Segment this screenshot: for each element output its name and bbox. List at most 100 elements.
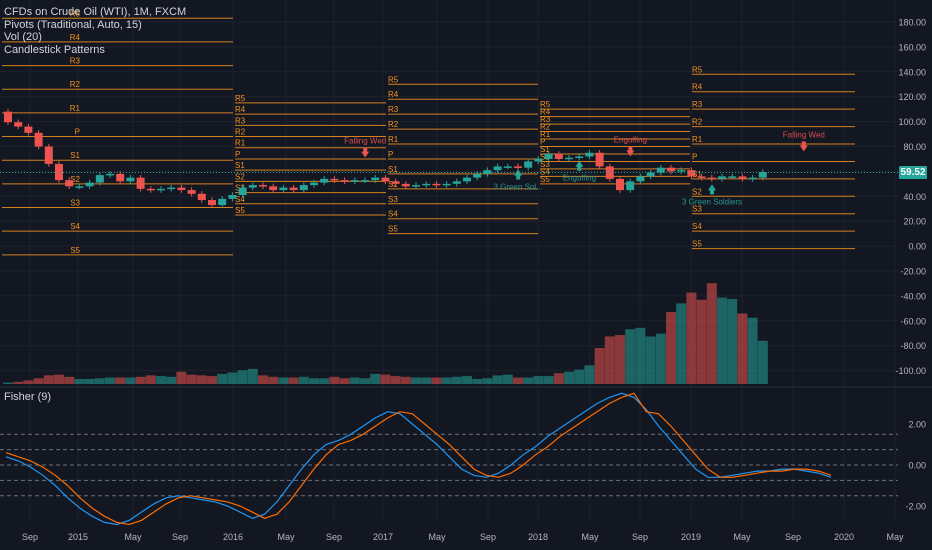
candle-body[interactable] [238,187,247,196]
candle-body[interactable] [442,183,451,186]
volume-bar [604,336,615,384]
time-tick-label: Sep [632,532,648,542]
volume-indicator-label[interactable]: Vol (20) [4,31,42,43]
candle-body[interactable] [106,173,114,176]
volume-bar [676,303,687,384]
candle-body[interactable] [167,187,176,190]
candle-body[interactable] [381,177,390,182]
pivot-label-s4: S4 [692,222,702,231]
candle-body[interactable] [136,177,145,189]
candle-body[interactable] [544,153,553,159]
fisher-indicator[interactable] [0,392,898,526]
candle-body[interactable] [514,166,522,168]
candle-body[interactable] [728,176,737,178]
candle-body[interactable] [697,176,706,178]
candle-body[interactable] [616,178,624,191]
candle-body[interactable] [146,188,155,191]
candle-body[interactable] [187,190,196,194]
pivot-label-s2: S2 [70,175,80,184]
candle-body[interactable] [401,183,410,187]
candle-body[interactable] [177,187,186,191]
candlesticks[interactable] [4,108,767,208]
candle-body[interactable] [44,146,53,164]
candle-body[interactable] [687,170,696,177]
candle-body[interactable] [126,177,135,182]
candle-body[interactable] [534,158,543,162]
candle-body[interactable] [585,152,594,157]
candle-body[interactable] [340,180,349,182]
candle-body[interactable] [350,180,359,182]
candle-body[interactable] [310,182,318,186]
candle-body[interactable] [718,176,726,179]
candlestick-patterns-label[interactable]: Candlestick Patterns [4,43,105,56]
candle-body[interactable] [565,157,573,160]
candle-body[interactable] [412,185,420,187]
candle-body[interactable] [361,180,369,182]
candle-body[interactable] [34,132,43,147]
candle-body[interactable] [493,166,502,171]
price-tick-label: -60.00 [900,316,926,326]
candle-body[interactable] [554,153,563,159]
candle-body[interactable] [432,183,441,186]
candle-body[interactable] [707,177,716,180]
candle-body[interactable] [503,166,512,168]
candle-body[interactable] [95,175,104,183]
candle-body[interactable] [269,186,278,191]
candle-body[interactable] [14,122,23,127]
candle-body[interactable] [626,181,635,191]
candle-body[interactable] [371,177,380,181]
candle-body[interactable] [65,180,74,187]
trigger-line[interactable] [5,392,832,526]
candle-body[interactable] [636,176,645,182]
candle-body[interactable] [208,200,216,206]
candle-body[interactable] [289,187,298,191]
candle-body[interactable] [575,156,584,158]
candle-body[interactable] [422,183,431,186]
candle-body[interactable] [483,170,492,174]
candle-body[interactable] [228,195,237,199]
candle-body[interactable] [218,198,227,206]
candle-body[interactable] [299,185,308,191]
candle-body[interactable] [157,188,165,191]
candle-body[interactable] [667,167,675,172]
time-tick-label: Sep [22,532,38,542]
candle-body[interactable] [197,193,206,201]
candle-body[interactable] [391,181,400,184]
candle-body[interactable] [320,178,329,183]
candle-body[interactable] [259,185,267,187]
candle-body[interactable] [463,177,471,182]
candle-body[interactable] [656,167,665,173]
candle-body[interactable] [4,111,12,123]
volume-bar [23,380,34,384]
pivot-label-s2: S2 [235,172,245,181]
candle-body[interactable] [677,170,686,172]
candle-body[interactable] [116,173,125,182]
candle-body[interactable] [55,163,63,181]
volume-bar [441,377,452,384]
pivots-indicator-label[interactable]: Pivots (Traditional, Auto, 15) [4,18,142,31]
symbol-title[interactable]: CFDs on Crude Oil (WTI), 1M, FXCM [4,6,187,18]
candle-body[interactable] [85,182,94,187]
candle-body[interactable] [24,126,33,133]
candle-body[interactable] [738,176,747,179]
pivot-label-r3: R3 [235,116,246,125]
down-arrow-icon [626,146,635,157]
candle-body[interactable] [473,173,482,178]
pivot-label-s3: S3 [692,205,702,214]
candle-body[interactable] [75,186,84,188]
candle-body[interactable] [330,178,339,181]
fisher-line[interactable] [5,392,832,526]
candle-body[interactable] [524,161,533,168]
candle-body[interactable] [279,187,288,191]
volume-bar [472,378,483,384]
candle-body[interactable] [595,152,604,167]
candle-body[interactable] [452,181,461,184]
candle-body[interactable] [758,172,767,178]
candle-body[interactable] [248,185,257,188]
candle-body[interactable] [748,177,757,180]
time-axis[interactable]: Sep 2015 May Sep 2016 May Sep 2017 May Sep 2018 May… [22,532,904,542]
fisher-indicator-label[interactable]: Fisher (9) [4,391,52,403]
candle-body[interactable] [646,172,655,177]
